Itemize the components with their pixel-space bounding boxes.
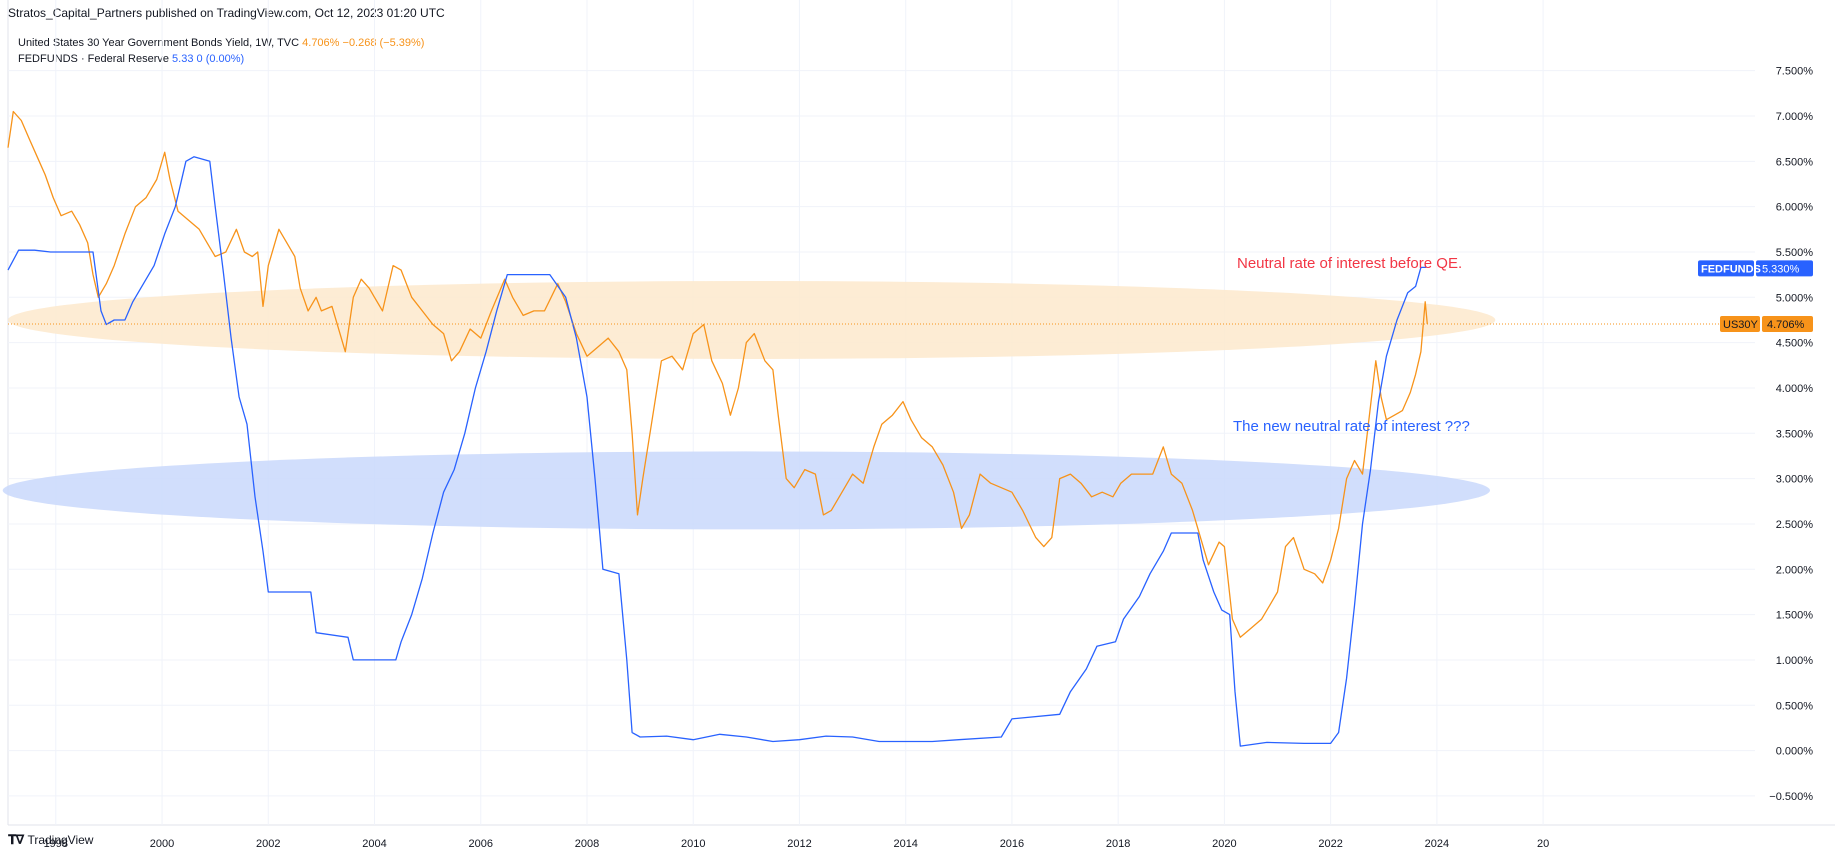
x-tick-label: 2020 — [1212, 838, 1236, 850]
legend-series2-change: 0 (0.00%) — [196, 53, 245, 65]
band-layer — [2, 280, 1496, 530]
published-header: Stratos_Capital_Partners published on Tr… — [8, 6, 445, 20]
tradingview-logo-icon: 𝐓∇ — [8, 832, 24, 847]
annotation-lower-label[interactable]: The new neutral rate of interest ??? — [1233, 418, 1470, 435]
price-tag-fedfunds-name: FEDFUNDS — [1701, 263, 1761, 275]
x-tick-label: 2000 — [150, 838, 174, 850]
price-tag-us30y-name-bg — [1720, 315, 1760, 332]
y-tick-label: 4.000% — [1776, 383, 1814, 395]
tradingview-brand[interactable]: 𝐓∇ TradingView — [8, 832, 93, 848]
x-tick-label: 20 — [1537, 838, 1549, 850]
axis-layer: 7.500% 7.000% 6.500% 6.000% 5.500% 5.000% 4.50… — [44, 66, 1814, 850]
y-tick-label: 2.500% — [1776, 519, 1814, 531]
x-tick-label: 2024 — [1425, 838, 1449, 850]
y-tick-label: 4.500% — [1776, 338, 1814, 350]
x-tick-label: 2016 — [1000, 838, 1024, 850]
y-tick-label: 3.500% — [1776, 428, 1814, 440]
series-layer — [7, 110, 1720, 747]
legend-series1-value: 4.706% — [302, 37, 340, 49]
brand-name: TradingView — [27, 833, 94, 847]
y-tick-label: 2.000% — [1776, 564, 1814, 576]
x-tick-label: 1998 — [44, 838, 68, 850]
price-tag-fedfunds[interactable]: FEDFUNDS 5.330% — [1698, 260, 1813, 277]
x-tick-label: 2006 — [469, 838, 493, 850]
x-tick-label: 2010 — [681, 838, 705, 850]
x-tick-label: 2018 — [1106, 838, 1130, 850]
y-tick-label: 0.000% — [1776, 746, 1814, 758]
y-tick-label: 1.000% — [1776, 655, 1814, 667]
price-tag-us30y-value-bg — [1762, 315, 1813, 332]
legend-series2-value: 5.33 — [172, 53, 194, 65]
y-tick-label: 1.500% — [1776, 610, 1814, 622]
band-upper-neutral — [8, 280, 1496, 359]
grid-layer — [7, 0, 1835, 826]
price-tag-fedfunds-value-bg — [1756, 260, 1813, 277]
x-tick-label: 2008 — [575, 838, 599, 850]
y-tick-label: 7.000% — [1776, 111, 1814, 123]
price-tag-us30y-value: 4.706% — [1767, 319, 1805, 331]
price-tag-fedfunds-value: 5.330% — [1762, 263, 1800, 275]
x-tick-label: 2012 — [787, 838, 811, 850]
legend-row-us30y[interactable]: United States 30 Year Government Bonds Y… — [18, 35, 424, 51]
annotation-upper-label[interactable]: Neutral rate of interest before QE. — [1237, 255, 1462, 272]
legend-series1-name: United States 30 Year Government Bonds Y… — [18, 37, 300, 49]
x-tick-label: 2014 — [893, 838, 917, 850]
price-tag-fedfunds-name-bg — [1698, 260, 1754, 277]
x-tick-label: 2022 — [1318, 838, 1342, 850]
x-tick-label: 2002 — [256, 838, 280, 850]
price-tag-us30y-name: US30Y — [1723, 319, 1759, 331]
y-tick-label: 0.500% — [1776, 700, 1814, 712]
y-tick-label: 7.500% — [1776, 66, 1814, 78]
y-tick-label: −0.500% — [1769, 791, 1813, 803]
y-tick-label: 5.000% — [1776, 292, 1814, 304]
y-tick-label: 3.000% — [1776, 474, 1814, 486]
y-tick-label: 6.500% — [1776, 156, 1814, 168]
legend-series1-change: −0.268 (−5.39%) — [342, 37, 425, 49]
y-tick-label: 5.500% — [1776, 247, 1814, 259]
y-tick-label: 6.000% — [1776, 202, 1814, 214]
series-line-us30y — [7, 110, 1428, 638]
price-tag-us30y[interactable]: US30Y 4.706% — [1720, 315, 1813, 332]
x-tick-label: 2004 — [362, 838, 386, 850]
series-line-fedfunds — [7, 156, 1427, 747]
series-legend: United States 30 Year Government Bonds Y… — [18, 35, 424, 67]
band-lower-neutral — [2, 451, 1490, 530]
